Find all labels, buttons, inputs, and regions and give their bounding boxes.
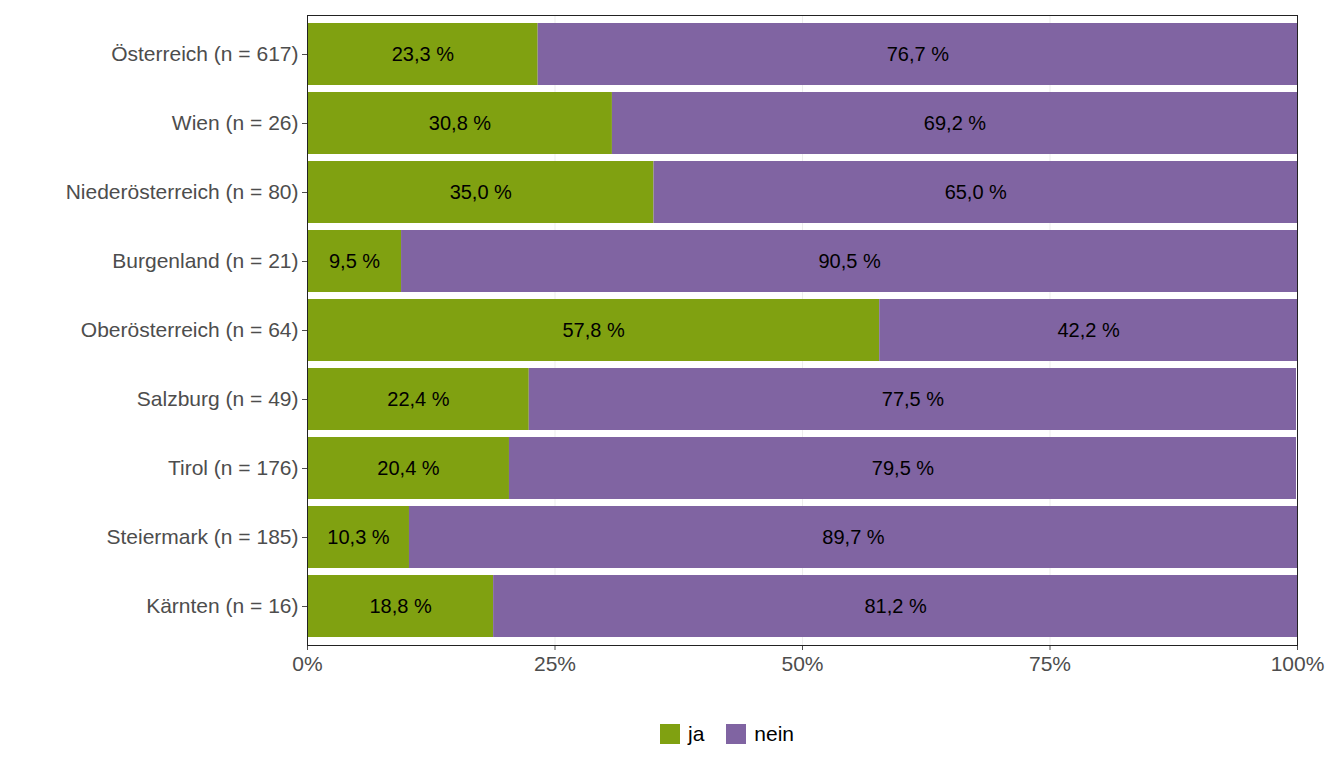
- html-text:ja: ja: [688, 722, 705, 745]
- svg-text:Niederösterreich (n = 80): Niederösterreich (n = 80): [66, 180, 299, 203]
- svg-text:20,4 %: 20,4 %: [377, 457, 439, 479]
- svg-text:77,5 %: 77,5 %: [882, 388, 944, 410]
- svg-text:79,5 %: 79,5 %: [872, 457, 934, 479]
- svg-text:42,2 %: 42,2 %: [1057, 319, 1119, 341]
- svg-text:76,7 %: 76,7 %: [887, 43, 949, 65]
- html-text:nein: nein: [754, 722, 794, 745]
- svg-text:50%: 50%: [781, 652, 823, 675]
- svg-text:75%: 75%: [1029, 652, 1071, 675]
- svg-text:0%: 0%: [292, 652, 322, 675]
- svg-text:100%: 100%: [1271, 652, 1325, 675]
- svg-text:25%: 25%: [534, 652, 576, 675]
- svg-text:90,5 %: 90,5 %: [818, 250, 880, 272]
- svg-text:Steiermark (n = 185): Steiermark (n = 185): [107, 525, 299, 548]
- svg-text:69,2 %: 69,2 %: [924, 112, 986, 134]
- svg-text:Tirol (n = 176): Tirol (n = 176): [168, 456, 299, 479]
- svg-text:30,8 %: 30,8 %: [429, 112, 491, 134]
- svg-text:35,0 %: 35,0 %: [450, 181, 512, 203]
- svg-text:Wien (n = 26): Wien (n = 26): [172, 111, 299, 134]
- svg-text:65,0 %: 65,0 %: [945, 181, 1007, 203]
- svg-text:9,5 %: 9,5 %: [329, 250, 380, 272]
- svg-text:Burgenland (n = 21): Burgenland (n = 21): [112, 249, 298, 272]
- svg-text:Österreich (n = 617): Österreich (n = 617): [111, 42, 298, 65]
- svg-text:Kärnten (n = 16): Kärnten (n = 16): [146, 594, 298, 617]
- svg-text:23,3 %: 23,3 %: [392, 43, 454, 65]
- svg-text:10,3 %: 10,3 %: [327, 526, 389, 548]
- svg-text:22,4 %: 22,4 %: [387, 388, 449, 410]
- svg-text:81,2 %: 81,2 %: [864, 595, 926, 617]
- svg-text:57,8 %: 57,8 %: [562, 319, 624, 341]
- svg-text:Salzburg (n = 49): Salzburg (n = 49): [137, 387, 299, 410]
- svg-text:Oberösterreich (n = 64): Oberösterreich (n = 64): [81, 318, 299, 341]
- svg-text:18,8 %: 18,8 %: [369, 595, 431, 617]
- svg-text:89,7 %: 89,7 %: [822, 526, 884, 548]
